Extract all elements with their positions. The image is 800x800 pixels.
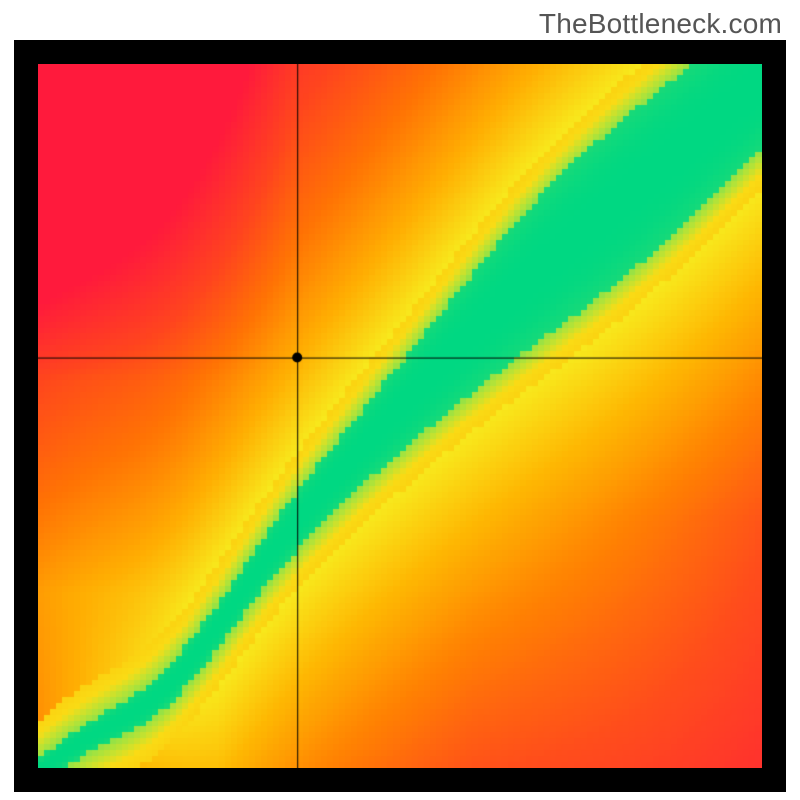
watermark-text: TheBottleneck.com bbox=[539, 8, 782, 40]
figure-container: TheBottleneck.com bbox=[0, 0, 800, 800]
heatmap-canvas bbox=[38, 64, 762, 768]
